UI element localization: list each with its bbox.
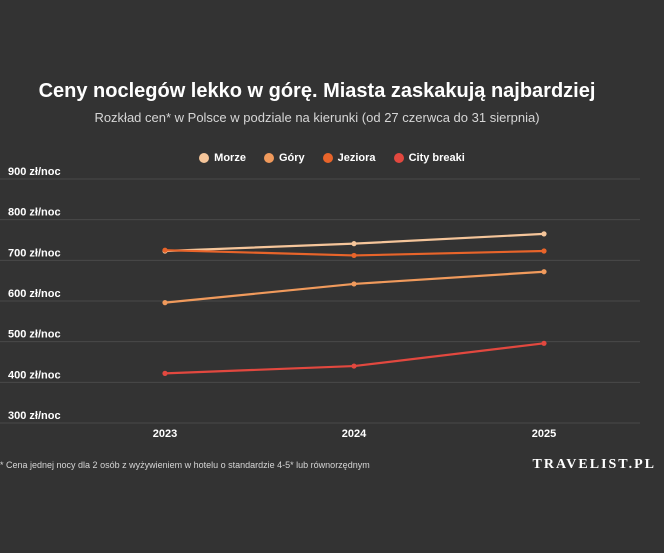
y-tick-label: 800 zł/noc — [8, 207, 61, 219]
data-point — [351, 363, 357, 369]
legend-label: Morze — [214, 152, 246, 164]
data-point — [162, 300, 168, 306]
series-line-city-breaki — [164, 342, 545, 375]
x-tick-label: 2023 — [153, 428, 177, 440]
y-tick-label: 500 zł/noc — [8, 329, 61, 341]
legend-marker — [263, 153, 274, 163]
data-point — [162, 370, 168, 376]
y-tick-label: 600 zł/noc — [8, 288, 61, 300]
series-line-góry — [164, 270, 545, 304]
data-point — [541, 340, 547, 346]
data-point — [351, 252, 357, 259]
legend-label: Jeziora — [337, 152, 376, 164]
legend-item-jeziora[interactable]: Jeziora — [322, 152, 376, 164]
y-tick-label: 300 zł/noc — [8, 410, 61, 422]
y-tick-label: 400 zł/noc — [8, 369, 61, 381]
chart-subtitle: Rozkład cen* w Polsce w podziale na kier… — [94, 110, 540, 125]
y-tick-label: 700 zł/noc — [8, 247, 61, 259]
y-tick-label: 900 zł/noc — [8, 166, 61, 178]
chart-title: Ceny noclegów lekko w górę. Miasta zaska… — [38, 80, 596, 102]
x-tick-label: 2025 — [532, 428, 556, 440]
x-tick-label: 2024 — [342, 428, 367, 440]
data-point — [162, 247, 168, 253]
legend-label: City breaki — [408, 152, 465, 164]
legend-marker — [393, 153, 404, 163]
data-point — [351, 241, 357, 247]
legend-marker — [322, 153, 333, 163]
data-point — [351, 281, 357, 287]
legend-label: Góry — [278, 152, 305, 164]
brand-logo: TRAVELIST.PL — [532, 457, 656, 472]
footnote: * Cena jednej nocy dla 2 osób z wyżywien… — [0, 460, 370, 470]
legend-item-morze[interactable]: Morze — [199, 152, 246, 164]
data-point — [541, 248, 547, 254]
legend-marker — [199, 153, 210, 163]
legend-item-gory[interactable]: Góry — [263, 152, 305, 164]
data-point — [541, 231, 547, 237]
legend-item-city-breaki[interactable]: City breaki — [393, 152, 465, 164]
chart-legend: Morze Góry Jeziora City breaki — [0, 152, 664, 164]
data-point — [541, 269, 547, 275]
